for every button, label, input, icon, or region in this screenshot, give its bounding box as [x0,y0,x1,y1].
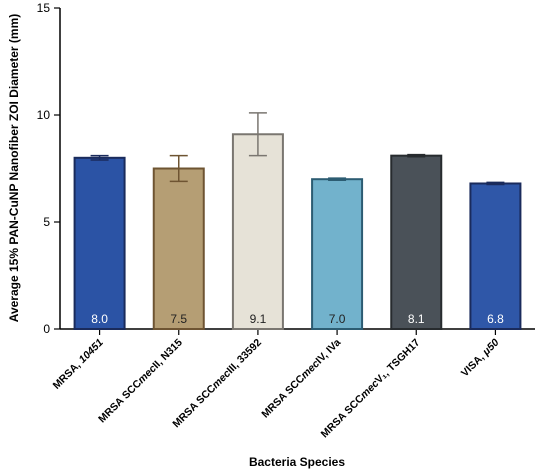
error-bars [90,112,505,186]
category-label: MRSA SCCmecIII, 33592 [170,337,264,431]
bar [390,154,443,330]
bars [73,133,522,330]
data-label: 6.8 [487,312,504,326]
y-tick-label: 5 [43,215,50,229]
x-axis [60,328,535,335]
data-label: 9.1 [250,312,267,326]
data-labels: 8.0 7.5 9.1 7.0 8.1 6.8 [91,312,504,326]
category-label: MRSA SCCmecIV, IVa [259,337,343,421]
data-label: 7.0 [329,312,346,326]
bar [311,178,364,330]
bar [73,156,126,330]
bar [469,182,522,330]
y-tick-label: 10 [37,108,51,122]
y-tick-label: 0 [43,322,50,336]
data-label: 8.1 [408,312,425,326]
bar [231,133,284,330]
y-tick-label: 15 [37,1,51,15]
category-label: MRSA SCCmecII, N315 [96,337,185,426]
y-axis-title: Average 15% PAN-CuNP Nanofiber ZOI Diame… [7,14,21,323]
bar [152,167,205,330]
data-label: 8.0 [91,312,108,326]
y-ticks: 0 5 10 15 [37,1,60,336]
category-label: MRSA, 10451 [51,337,106,392]
x-axis-title: Bacteria Species [249,455,345,469]
y-axis: 0 5 10 15 [37,1,61,336]
category-label: VISA, μ50 [459,337,502,380]
data-label: 7.5 [170,312,187,326]
